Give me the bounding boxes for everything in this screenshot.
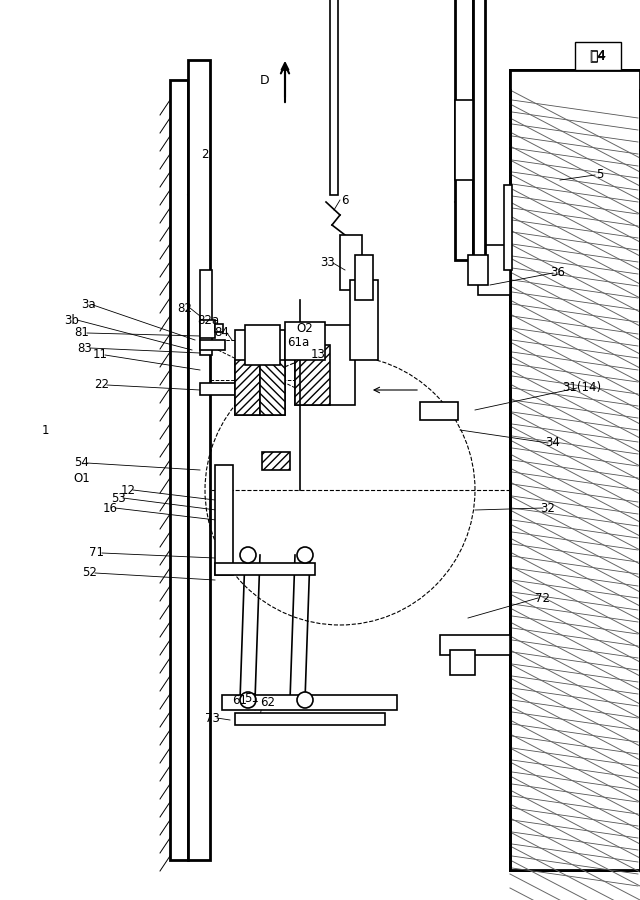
Bar: [355, 255, 373, 300]
Text: 62: 62: [260, 697, 275, 709]
Bar: [260, 360, 285, 415]
Bar: [262, 452, 290, 470]
Bar: [222, 695, 397, 710]
Text: 61a: 61a: [287, 337, 309, 349]
Text: 31(14): 31(14): [563, 382, 602, 394]
Bar: [295, 325, 355, 405]
Text: 84: 84: [214, 327, 229, 339]
Bar: [295, 345, 330, 405]
Text: 61: 61: [232, 694, 248, 706]
Text: 72: 72: [536, 591, 550, 605]
Bar: [235, 360, 260, 415]
Text: O1: O1: [74, 472, 90, 484]
Bar: [455, 100, 473, 180]
Text: 32: 32: [541, 501, 556, 515]
Bar: [235, 713, 385, 725]
Bar: [510, 70, 640, 870]
Bar: [285, 322, 325, 360]
Text: 36: 36: [550, 266, 565, 280]
Bar: [473, 0, 485, 260]
Text: O2: O2: [296, 321, 314, 335]
Text: 13: 13: [310, 348, 325, 362]
Circle shape: [240, 692, 256, 708]
Text: 53: 53: [111, 491, 125, 505]
Bar: [455, 0, 473, 260]
Bar: [330, 0, 338, 195]
Text: 3a: 3a: [81, 299, 95, 311]
Bar: [510, 70, 640, 870]
Bar: [478, 245, 510, 295]
Bar: [170, 80, 188, 860]
Bar: [420, 402, 458, 420]
Text: 73: 73: [205, 712, 220, 724]
Text: 12: 12: [120, 483, 136, 497]
Text: 71: 71: [90, 546, 104, 560]
Circle shape: [240, 547, 256, 563]
Bar: [200, 340, 225, 350]
Text: 51: 51: [244, 691, 259, 705]
Bar: [350, 280, 378, 360]
Circle shape: [297, 692, 313, 708]
Bar: [235, 330, 285, 415]
Text: 83: 83: [77, 341, 92, 355]
Text: 81: 81: [75, 327, 90, 339]
Text: 33: 33: [321, 256, 335, 269]
Bar: [215, 563, 315, 575]
Bar: [450, 650, 475, 675]
Bar: [215, 465, 233, 575]
Bar: [188, 60, 210, 860]
Text: 16: 16: [102, 501, 118, 515]
Bar: [575, 42, 621, 70]
Text: 82: 82: [177, 302, 193, 314]
Bar: [340, 235, 362, 290]
Text: 1: 1: [41, 424, 49, 436]
Text: 3b: 3b: [65, 313, 79, 327]
Bar: [245, 325, 280, 365]
Bar: [440, 635, 510, 655]
Bar: [200, 320, 215, 338]
Text: 82a: 82a: [197, 313, 219, 327]
Bar: [510, 70, 640, 870]
Bar: [510, 70, 640, 870]
Text: 34: 34: [545, 436, 561, 449]
Bar: [200, 270, 212, 355]
Text: 54: 54: [75, 456, 90, 470]
Text: 5: 5: [596, 168, 604, 182]
Bar: [215, 324, 223, 332]
Text: D: D: [260, 74, 270, 86]
Text: 図4: 図4: [589, 48, 607, 62]
Text: 図4: 図4: [590, 50, 605, 62]
Text: 6: 6: [341, 194, 349, 206]
Text: 2: 2: [201, 148, 209, 161]
Text: 11: 11: [93, 348, 108, 362]
Circle shape: [297, 547, 313, 563]
Bar: [468, 255, 488, 285]
Bar: [504, 185, 512, 270]
Text: 52: 52: [83, 566, 97, 580]
Bar: [200, 383, 255, 395]
Text: 22: 22: [95, 379, 109, 392]
